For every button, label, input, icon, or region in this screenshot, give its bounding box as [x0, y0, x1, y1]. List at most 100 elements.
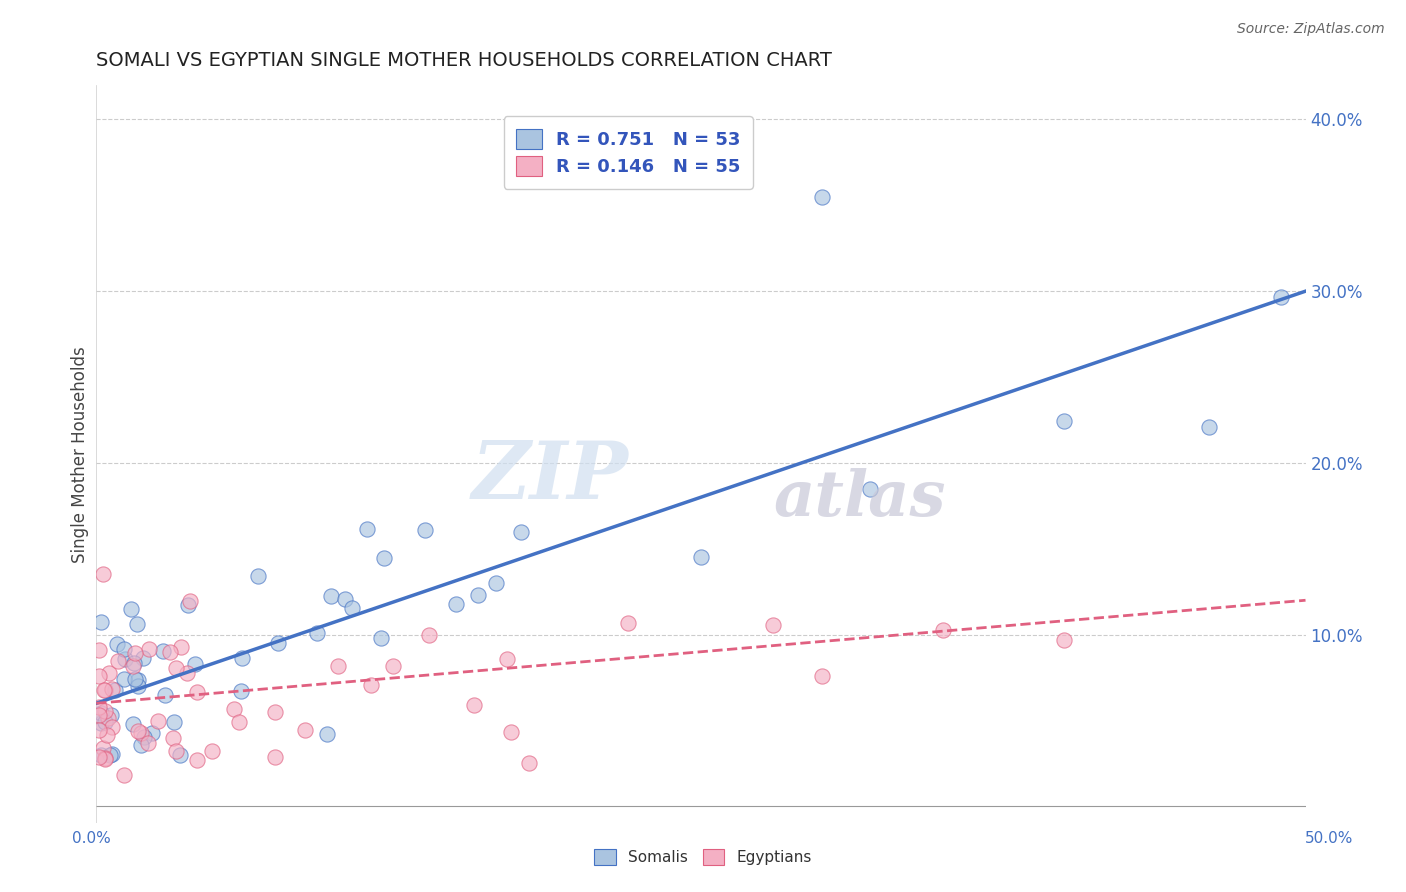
Point	[124, 646, 146, 660]
Legend: Somalis, Egyptians: Somalis, Egyptians	[588, 843, 818, 871]
Point	[127, 679, 149, 693]
Point	[132, 651, 155, 665]
Point	[307, 626, 329, 640]
Point	[91, 740, 114, 755]
Point	[146, 714, 169, 728]
Point	[263, 750, 285, 764]
Point	[1053, 632, 1076, 647]
Point	[100, 708, 122, 723]
Point	[373, 550, 395, 565]
Point	[153, 688, 176, 702]
Point	[370, 631, 392, 645]
Point	[201, 744, 224, 758]
Point	[222, 702, 245, 716]
Point	[1270, 290, 1292, 304]
Point	[94, 751, 117, 765]
Point	[141, 726, 163, 740]
Point	[444, 598, 467, 612]
Point	[418, 628, 440, 642]
Point	[114, 652, 136, 666]
Point	[90, 747, 112, 762]
Point	[98, 747, 121, 762]
Point	[131, 726, 153, 740]
Point	[90, 615, 112, 630]
Point	[810, 669, 832, 683]
Point	[163, 714, 186, 729]
Point	[105, 637, 128, 651]
Point	[228, 714, 250, 729]
Point	[104, 682, 127, 697]
Point	[97, 711, 120, 725]
Point	[485, 576, 508, 591]
Point	[932, 623, 955, 637]
Point	[138, 642, 160, 657]
Point	[501, 724, 523, 739]
Point	[129, 738, 152, 752]
Point	[517, 756, 540, 771]
Point	[87, 699, 110, 714]
Text: atlas: atlas	[773, 467, 946, 529]
Point	[101, 747, 124, 761]
Point	[134, 730, 156, 744]
Point	[340, 600, 363, 615]
Point	[122, 659, 145, 673]
Text: ZIP: ZIP	[471, 438, 628, 516]
Point	[231, 651, 253, 665]
Point	[101, 681, 124, 696]
Point	[176, 666, 198, 681]
Point	[186, 753, 208, 767]
Legend: R = 0.751   N = 53, R = 0.146   N = 55: R = 0.751 N = 53, R = 0.146 N = 55	[503, 116, 754, 188]
Point	[183, 657, 205, 671]
Point	[121, 716, 143, 731]
Point	[326, 658, 349, 673]
Point	[186, 684, 208, 698]
Point	[112, 642, 135, 657]
Point	[247, 569, 270, 583]
Point	[413, 523, 436, 537]
Point	[319, 589, 342, 603]
Point	[162, 731, 184, 746]
Point	[381, 658, 404, 673]
Point	[87, 669, 110, 683]
Point	[107, 654, 129, 668]
Point	[124, 657, 146, 671]
Point	[152, 644, 174, 658]
Point	[1198, 420, 1220, 434]
Point	[94, 752, 117, 766]
Point	[87, 643, 110, 657]
Point	[93, 683, 115, 698]
Point	[87, 723, 110, 738]
Point	[100, 720, 122, 734]
Point	[177, 598, 200, 612]
Point	[94, 683, 117, 698]
Point	[90, 716, 112, 731]
Point	[127, 724, 149, 739]
Point	[159, 645, 181, 659]
Point	[1053, 414, 1076, 428]
Point	[762, 618, 785, 632]
Point	[467, 588, 489, 602]
Point	[316, 727, 339, 741]
Point	[495, 652, 517, 666]
Point	[294, 723, 316, 737]
Point	[94, 704, 117, 718]
Point	[356, 522, 378, 536]
Point	[87, 750, 110, 764]
Point	[97, 666, 120, 681]
Text: SOMALI VS EGYPTIAN SINGLE MOTHER HOUSEHOLDS CORRELATION CHART: SOMALI VS EGYPTIAN SINGLE MOTHER HOUSEHO…	[96, 51, 832, 70]
Point	[112, 767, 135, 781]
Point	[136, 736, 159, 750]
Point	[689, 549, 711, 564]
Point	[96, 728, 118, 742]
Point	[91, 567, 114, 582]
Point	[120, 602, 142, 616]
Point	[463, 698, 485, 712]
Text: Source: ZipAtlas.com: Source: ZipAtlas.com	[1237, 22, 1385, 37]
Text: 0.0%: 0.0%	[72, 831, 111, 846]
Point	[179, 594, 201, 608]
Point	[112, 672, 135, 686]
Point	[169, 747, 191, 762]
Point	[94, 715, 117, 730]
Point	[510, 525, 533, 540]
Point	[170, 640, 193, 654]
